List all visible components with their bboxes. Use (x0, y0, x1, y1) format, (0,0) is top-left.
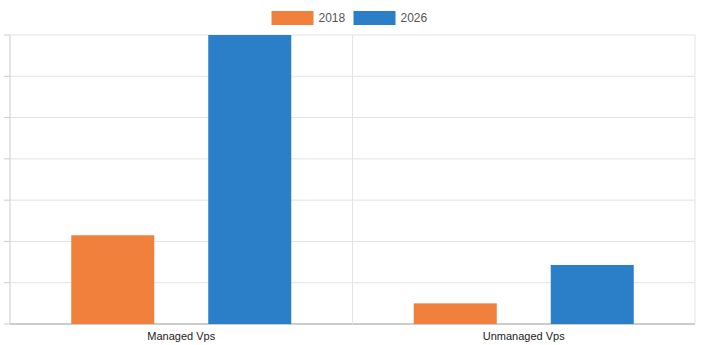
bar (551, 265, 634, 324)
y-tick (4, 200, 10, 201)
legend-swatch (354, 11, 396, 25)
y-axis (10, 35, 11, 324)
bar (208, 35, 291, 324)
y-tick (4, 324, 10, 325)
category-separator (352, 35, 353, 324)
bars (71, 35, 634, 324)
legend-swatch (272, 11, 314, 25)
x-tick-label: Managed Vps (147, 330, 215, 342)
y-tick (4, 35, 10, 36)
chart: Managed Vps Unmanaged Vps 2018 2026 (0, 0, 703, 345)
y-tick (4, 117, 10, 118)
y-tick (4, 76, 10, 77)
y-tick (4, 241, 10, 242)
bar (414, 303, 497, 324)
y-tick (4, 282, 10, 283)
category-separator (695, 35, 696, 324)
legend-label: 2026 (401, 11, 428, 25)
bar (71, 235, 154, 324)
legend-label: 2018 (319, 11, 346, 25)
y-tick (4, 158, 10, 159)
x-tick-label: Unmanaged Vps (483, 330, 565, 342)
